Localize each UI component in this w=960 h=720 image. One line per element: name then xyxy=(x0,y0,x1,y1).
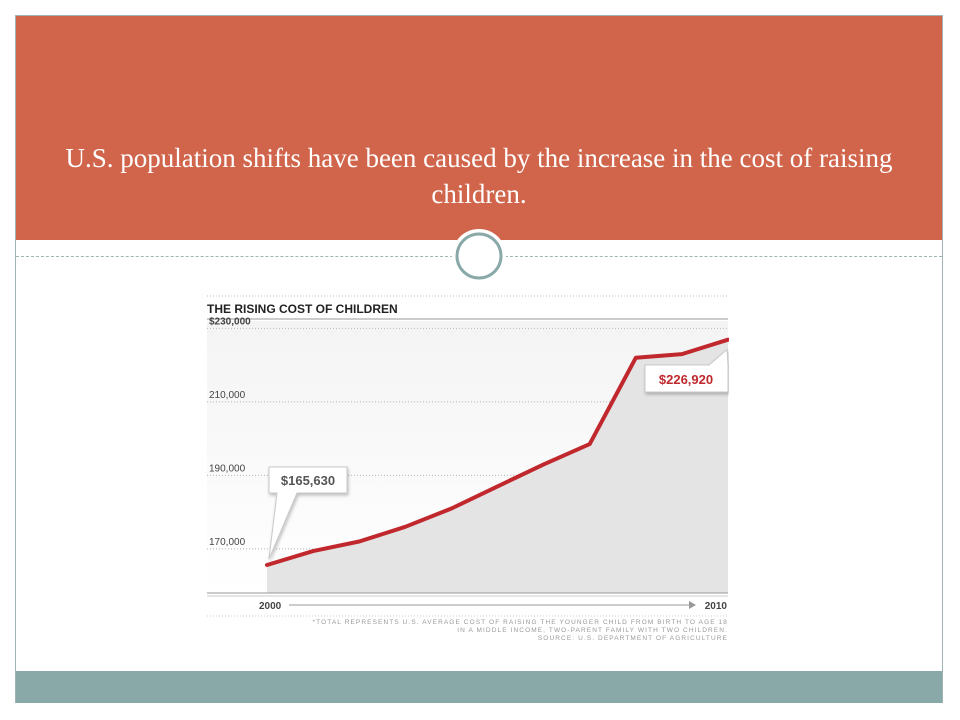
title-band xyxy=(16,16,942,240)
data-point xyxy=(357,540,361,544)
callout-start-label: $165,630 xyxy=(281,473,335,488)
x-end-label: 2010 xyxy=(705,601,728,612)
data-point xyxy=(542,462,546,466)
data-point xyxy=(588,442,592,446)
footnote-line-1: *TOTAL REPRESENTS U.S. AVERAGE COST OF R… xyxy=(313,619,728,626)
slide-title: U.S. population shifts have been caused … xyxy=(65,143,893,209)
data-point xyxy=(449,506,453,510)
footnote-line-3: SOURCE: U.S. DEPARTMENT OF AGRICULTURE xyxy=(538,635,728,642)
y-tick-label: $230,000 xyxy=(209,316,251,327)
y-tick-label: 210,000 xyxy=(209,390,246,401)
footer-band xyxy=(16,671,942,703)
data-point xyxy=(496,484,499,488)
data-point xyxy=(680,352,684,356)
chart-title: THE RISING COST OF CHILDREN xyxy=(207,302,398,316)
x-start-label: 2000 xyxy=(259,601,282,612)
data-point xyxy=(265,563,269,567)
y-tick-label: 170,000 xyxy=(209,537,246,548)
data-point xyxy=(726,338,729,342)
data-point xyxy=(634,356,638,360)
callout-end: $226,920 xyxy=(644,348,729,393)
footnote-line-2: IN A MIDDLE INCOME, TWO-PARENT FAMILY WI… xyxy=(457,627,728,634)
data-point xyxy=(403,525,407,529)
circle-ornament xyxy=(452,229,506,283)
data-point xyxy=(311,549,315,553)
callout-end-label: $226,920 xyxy=(659,372,713,387)
chart: THE RISING COST OF CHILDREN $230,000 210,… xyxy=(207,295,729,642)
y-tick-label: 190,000 xyxy=(209,463,246,474)
callout-start: $165,630 xyxy=(268,466,348,560)
